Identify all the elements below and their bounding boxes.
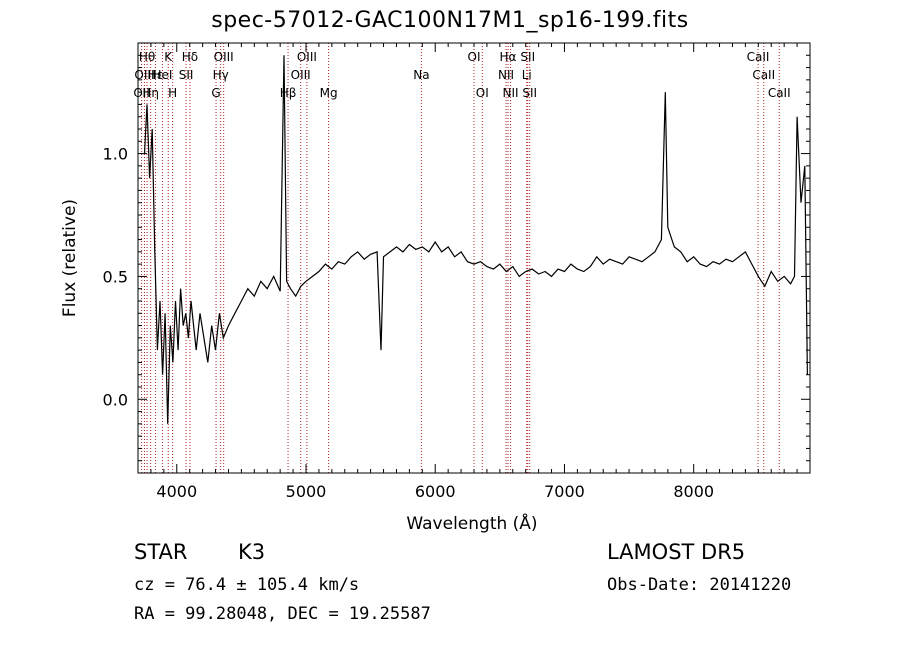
- y-axis: 0.0 0.5 1.0: [103, 54, 810, 474]
- object-subclass: K3: [238, 540, 266, 564]
- obs-date: Obs-Date: 20141220: [607, 575, 792, 595]
- x-tick-label: 5000: [286, 482, 327, 501]
- line-marker-label: SII: [522, 86, 537, 100]
- x-axis-label: Wavelength (Å): [406, 512, 537, 534]
- chart-title: spec-57012-GAC100N17M1_sp16-199.fits: [211, 8, 689, 33]
- y-tick-label: 1.0: [103, 145, 128, 164]
- line-marker-label: Mg: [320, 86, 338, 100]
- line-marker-label: CaII: [752, 68, 775, 82]
- line-marker-label: NII: [498, 68, 514, 82]
- object-type: STAR: [134, 540, 188, 564]
- y-tick-label: 0.0: [103, 390, 128, 409]
- line-marker-label: OIII: [291, 68, 311, 82]
- line-marker-label: OIII: [214, 50, 234, 64]
- line-marker-label: Li: [522, 68, 532, 82]
- line-marker-label: HeI: [152, 68, 172, 82]
- line-marker-label: K: [164, 50, 173, 64]
- spectrum-line: [143, 55, 808, 424]
- y-tick-label: 0.5: [103, 267, 128, 286]
- survey-name: LAMOST DR5: [607, 540, 746, 564]
- line-marker-label: SII: [179, 68, 194, 82]
- x-tick-label: 8000: [673, 482, 714, 501]
- line-marker-label: Hθ: [139, 50, 155, 64]
- line-marker-label: SII: [520, 50, 535, 64]
- coordinates: RA = 99.28048, DEC = 19.25587: [134, 604, 431, 624]
- line-marker-label: G: [211, 86, 220, 100]
- line-marker-label: OI: [476, 86, 489, 100]
- line-marker-label: OII: [133, 86, 150, 100]
- line-marker-label: Na: [413, 68, 429, 82]
- line-marker-label: H: [168, 86, 177, 100]
- redshift-value: cz = 76.4 ± 105.4 km/s: [134, 575, 360, 595]
- x-axis: 4000 5000 6000 7000 8000: [137, 43, 811, 501]
- line-marker-label: Hα: [500, 50, 517, 64]
- line-marker-label: Hε: [148, 68, 164, 82]
- x-tick-label: 4000: [156, 482, 197, 501]
- line-marker-label: OI: [468, 50, 481, 64]
- line-marker-label: Hγ: [213, 68, 229, 82]
- line-marker-label: Hβ: [280, 86, 297, 100]
- x-tick-label: 7000: [544, 482, 585, 501]
- line-marker-label: Hη: [142, 86, 159, 100]
- line-markers: [141, 43, 780, 473]
- line-labels: OIIOIIIHθHηHεHeIKHSIIHδGHγOIIIHβOIIIOIII…: [133, 50, 790, 100]
- line-marker-label: OIII: [297, 50, 317, 64]
- line-marker-label: Hδ: [182, 50, 198, 64]
- line-marker-label: CaII: [747, 50, 770, 64]
- x-tick-label: 6000: [415, 482, 456, 501]
- y-axis-label: Flux (relative): [60, 199, 80, 317]
- line-marker-label: NII: [503, 86, 519, 100]
- plot-frame: [137, 42, 811, 474]
- line-marker-label: OIII: [134, 68, 154, 82]
- line-marker-label: CaII: [768, 86, 791, 100]
